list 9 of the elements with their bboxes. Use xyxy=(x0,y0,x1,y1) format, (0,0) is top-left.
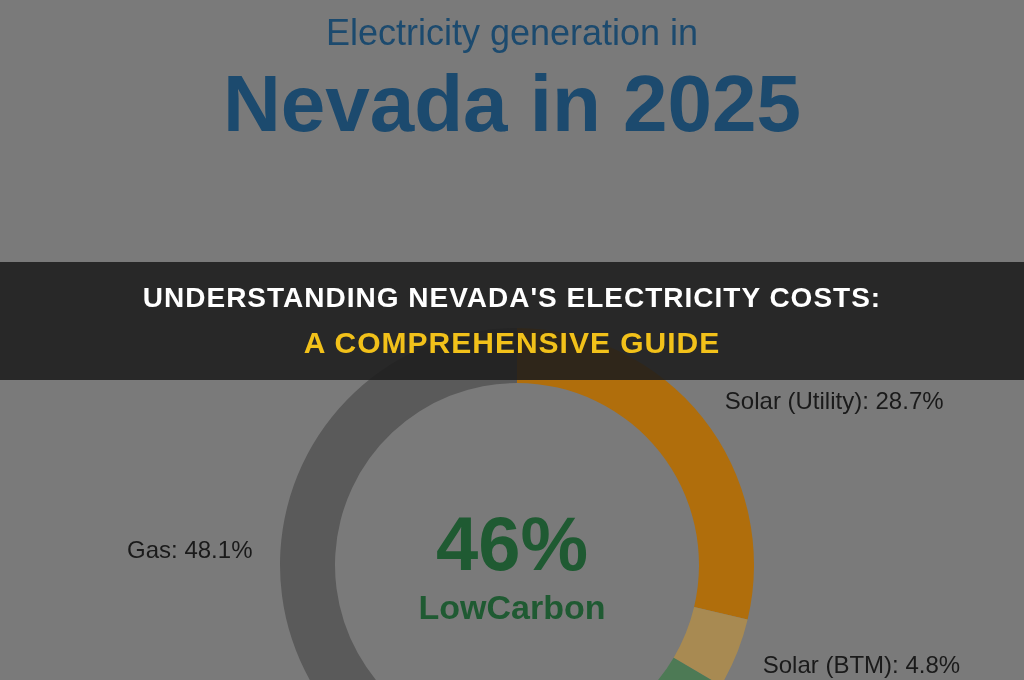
text: A COMPREHENSIVE GUIDE xyxy=(303,326,721,360)
chart-subtitle: Nevada in 2025 xyxy=(221,58,803,150)
text: UNDERSTANDING NEVADA'S ELECTRICITY COSTS: xyxy=(142,282,882,314)
chart-title: Electricity generation in xyxy=(324,12,700,54)
slice-label: Solar (BTM): 4.8% xyxy=(762,650,961,678)
text: 46% xyxy=(435,501,589,586)
slice-label: Solar (Utility): 28.7% xyxy=(724,387,944,415)
slice-label: Gas: 48.1% xyxy=(127,535,253,563)
text: LowCarbon xyxy=(417,588,607,627)
